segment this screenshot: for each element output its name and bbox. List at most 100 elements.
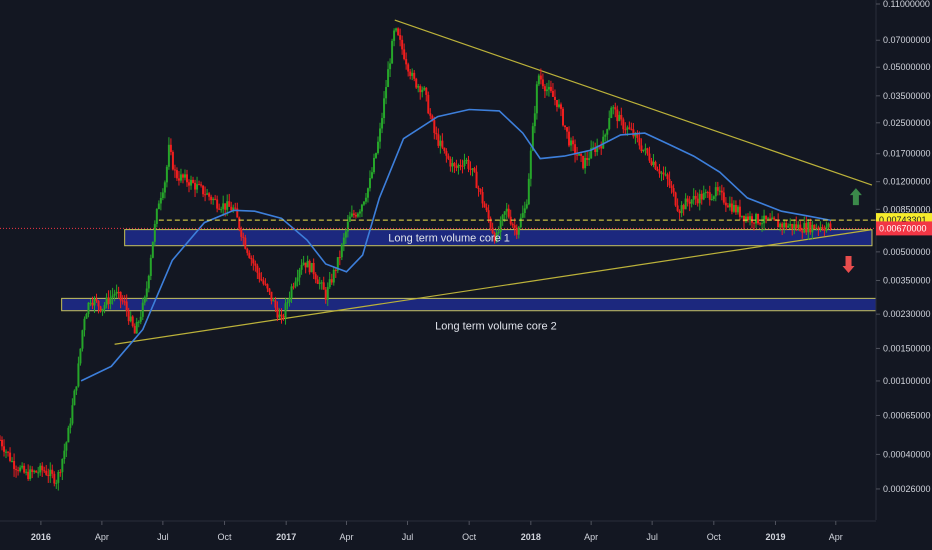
candle-down — [47, 474, 50, 477]
candle-up — [93, 298, 96, 306]
candle-up — [49, 469, 52, 477]
candle-up — [684, 198, 687, 210]
candle-down — [568, 131, 571, 146]
candle-up — [310, 262, 313, 273]
candle-up — [545, 89, 548, 92]
candle-down — [799, 224, 802, 232]
x-tick-label: Apr — [829, 532, 843, 542]
candle-down — [403, 49, 406, 60]
candle-up — [503, 211, 506, 215]
candle-up — [326, 287, 329, 300]
candle-down — [730, 203, 733, 212]
zone-label-2: Long term volume core 2 — [435, 321, 557, 333]
candle-up — [5, 451, 8, 453]
candle-up — [332, 269, 335, 283]
candle-down — [354, 215, 357, 217]
candle-up — [391, 40, 394, 64]
candle-up — [525, 204, 528, 209]
candle-up — [65, 442, 68, 451]
hlines-layer — [0, 219, 876, 229]
candle-down — [746, 216, 749, 221]
candle-up — [87, 302, 90, 315]
candle-down — [3, 446, 6, 452]
candle-up — [533, 113, 536, 127]
candle-down — [425, 87, 428, 95]
candle-down — [640, 145, 643, 152]
candle-down — [15, 469, 18, 471]
candle-down — [670, 185, 673, 189]
candle-up — [499, 220, 502, 233]
candle-up — [139, 316, 142, 322]
candle-down — [582, 155, 585, 169]
candle-up — [294, 281, 297, 287]
x-tick-label: Jul — [157, 532, 169, 542]
candle-down — [99, 306, 102, 312]
candle-down — [753, 222, 756, 224]
candle-up — [137, 321, 140, 323]
candle-down — [266, 284, 269, 289]
candle-up — [61, 459, 64, 473]
candle-up — [348, 216, 351, 222]
candle-down — [507, 208, 510, 217]
candle-down — [769, 218, 772, 220]
candle-down — [706, 192, 709, 194]
candle-down — [274, 300, 277, 308]
candle-up — [704, 192, 707, 194]
candle-down — [716, 187, 719, 191]
candle-down — [117, 291, 120, 293]
candle-down — [708, 192, 711, 200]
candle-down — [443, 147, 446, 151]
candle-up — [570, 140, 573, 146]
candle-up — [63, 450, 66, 460]
candle-down — [638, 138, 641, 146]
candle-up — [755, 213, 758, 224]
candle-up — [302, 262, 305, 265]
candle-up — [190, 179, 193, 186]
candle-down — [308, 260, 311, 273]
candle-up — [517, 227, 520, 235]
candle-down — [119, 291, 122, 301]
candle-up — [159, 197, 162, 204]
x-axis-panel[interactable] — [0, 521, 876, 550]
candle-up — [368, 178, 371, 189]
candle-up — [220, 209, 223, 211]
candle-down — [781, 223, 784, 228]
candle-up — [660, 172, 663, 174]
candle-down — [726, 205, 729, 208]
candle-up — [596, 145, 599, 152]
x-tick-label: 2019 — [765, 532, 785, 542]
candle-down — [453, 163, 456, 167]
candle-down — [765, 215, 768, 220]
candle-down — [654, 161, 657, 170]
candle-up — [37, 472, 40, 474]
candle-down — [475, 171, 478, 188]
candle-down — [549, 86, 552, 91]
candle-up — [827, 223, 830, 227]
candle-down — [127, 310, 130, 322]
candle-up — [288, 297, 291, 303]
candle-up — [381, 118, 384, 129]
candle-down — [437, 134, 440, 146]
candle-down — [509, 216, 512, 224]
candle-down — [35, 470, 38, 473]
candle-up — [527, 178, 530, 205]
candle-up — [372, 157, 375, 173]
candle-down — [493, 233, 496, 242]
candle-down — [312, 262, 315, 275]
candle-up — [342, 237, 345, 245]
x-tick-label: Oct — [462, 532, 477, 542]
candle-up — [298, 269, 301, 278]
candle-down — [95, 298, 98, 301]
y-axis-panel[interactable] — [876, 0, 932, 520]
candle-up — [379, 128, 382, 142]
candle-up — [71, 405, 74, 424]
candle-up — [366, 188, 369, 198]
candle-up — [33, 470, 36, 472]
candle-down — [686, 198, 689, 202]
candle-down — [678, 210, 681, 214]
y-tick-label: 0.00100000 — [883, 376, 931, 386]
candle-down — [734, 205, 737, 213]
candle-down — [324, 289, 327, 300]
candle-down — [314, 274, 317, 280]
